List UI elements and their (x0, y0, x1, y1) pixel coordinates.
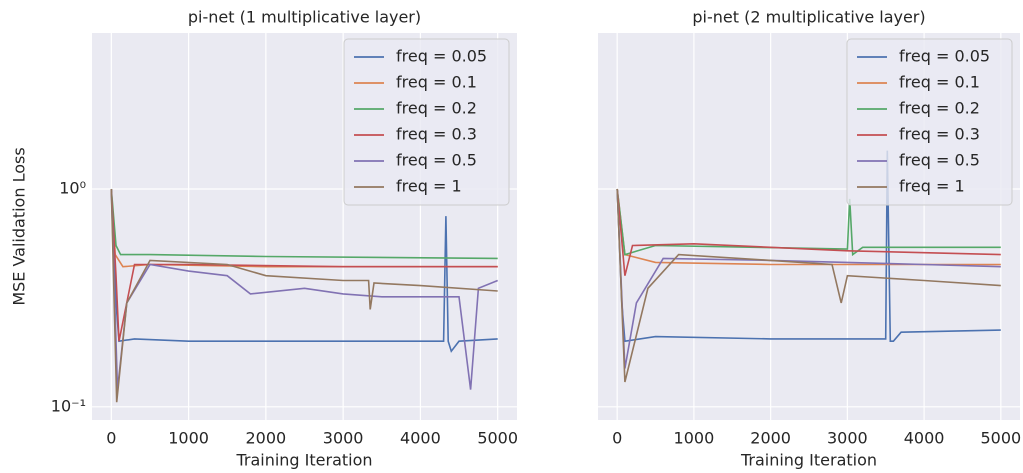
x-tick-label: 3000 (827, 429, 868, 448)
series-line (110, 188, 498, 260)
x-tick-label: 1000 (168, 429, 209, 448)
x-axis-label: Training Iteration (740, 451, 877, 470)
legend-label: freq = 1 (899, 177, 965, 196)
legend-box (846, 38, 1013, 206)
legend: freq = 0.05 freq = 0.1 freq = 0.2 freq = 0.… (846, 38, 1013, 206)
x-tick-label: 0 (612, 429, 622, 448)
x-tick-label: 2000 (750, 429, 791, 448)
chart-title: pi-net (2 multiplicative layer) (692, 8, 925, 27)
x-tick-label: 2000 (246, 429, 287, 448)
x-tick-label: 3000 (323, 429, 364, 448)
y-axis-label: MSE Validation Loss (10, 147, 29, 305)
legend-label: freq = 0.3 (899, 125, 980, 144)
x-axis-label: Training Iteration (235, 451, 372, 470)
series-line (110, 188, 498, 353)
legend-label: freq = 0.05 (899, 47, 990, 66)
legend: freq = 0.05 freq = 0.1 freq = 0.2 freq = 0.… (343, 38, 510, 206)
legend-label: freq = 0.5 (396, 151, 477, 170)
legend-label: freq = 0.2 (396, 99, 477, 118)
chart-title: pi-net (1 multiplicative layer) (188, 8, 421, 27)
plot-lines (616, 150, 1001, 383)
series-line (110, 188, 498, 403)
plot-lines (110, 188, 498, 403)
y-tick-label: 10⁻¹ (51, 396, 86, 415)
series-line (110, 188, 498, 342)
x-tick-label: 1000 (674, 429, 715, 448)
legend-label: freq = 0.3 (396, 125, 477, 144)
x-tick-label: 5000 (477, 429, 518, 448)
x-tick-label: 4000 (904, 429, 945, 448)
legend-label: freq = 0.05 (396, 47, 487, 66)
series-line (616, 188, 1001, 276)
legend-label: freq = 1 (396, 177, 462, 196)
x-tick-label: 5000 (980, 429, 1021, 448)
x-tick-label: 0 (106, 429, 116, 448)
series-line (616, 150, 1001, 343)
legend-label: freq = 0.5 (899, 151, 980, 170)
legend-label: freq = 0.1 (396, 73, 477, 92)
legend-label: freq = 0.1 (899, 73, 980, 92)
legend-label: freq = 0.2 (899, 99, 980, 118)
y-tick-label: 10⁰ (59, 178, 86, 197)
x-tick-label: 4000 (400, 429, 441, 448)
legend-box (343, 38, 510, 206)
series-line (616, 188, 1001, 383)
